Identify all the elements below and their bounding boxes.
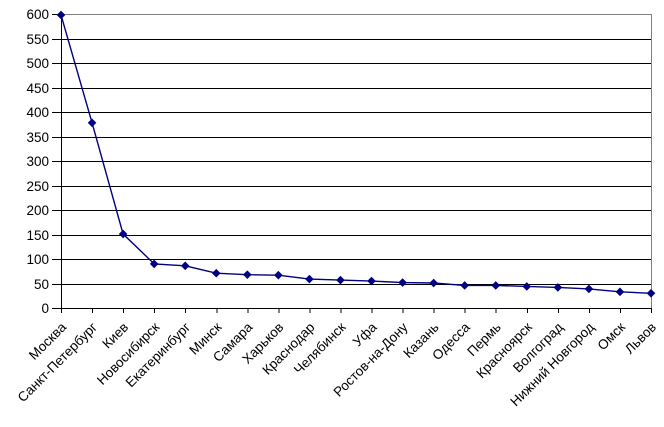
- y-tick-label: 0: [41, 301, 49, 316]
- data-point-marker: [87, 118, 97, 128]
- data-point-marker: [211, 268, 221, 278]
- data-point-marker: [553, 283, 563, 292]
- data-point-marker: [274, 270, 283, 280]
- y-tick-label: 100: [26, 252, 49, 267]
- data-point-marker: [460, 281, 469, 290]
- data-point-marker: [367, 276, 376, 286]
- y-tick-label: 600: [26, 7, 49, 22]
- data-point-marker: [522, 282, 532, 291]
- data-point-marker: [429, 278, 438, 288]
- data-point-marker: [491, 281, 501, 290]
- data-point-marker: [180, 261, 190, 271]
- data-point-marker: [398, 278, 407, 287]
- y-tick-label: 400: [26, 105, 49, 120]
- data-point-marker: [336, 275, 345, 285]
- data-point-marker: [118, 229, 128, 239]
- y-tick-label: 50: [34, 277, 49, 292]
- y-tick-label: 200: [26, 203, 49, 218]
- y-tick-label: 300: [26, 154, 49, 169]
- data-point-marker: [56, 10, 66, 20]
- data-point-marker: [646, 288, 656, 298]
- y-tick-label: 550: [26, 32, 49, 47]
- data-series-line: [60, 14, 652, 294]
- data-point-marker: [615, 287, 625, 297]
- y-tick-label: 500: [26, 56, 49, 71]
- y-tick-label: 450: [26, 81, 49, 96]
- y-tick-label: 350: [26, 130, 49, 145]
- data-point-marker: [149, 259, 159, 269]
- y-tick-label: 250: [26, 179, 49, 194]
- data-point-marker: [305, 274, 314, 284]
- data-point-marker: [243, 270, 252, 279]
- y-tick-label: 150: [26, 228, 49, 243]
- data-point-marker: [584, 284, 594, 294]
